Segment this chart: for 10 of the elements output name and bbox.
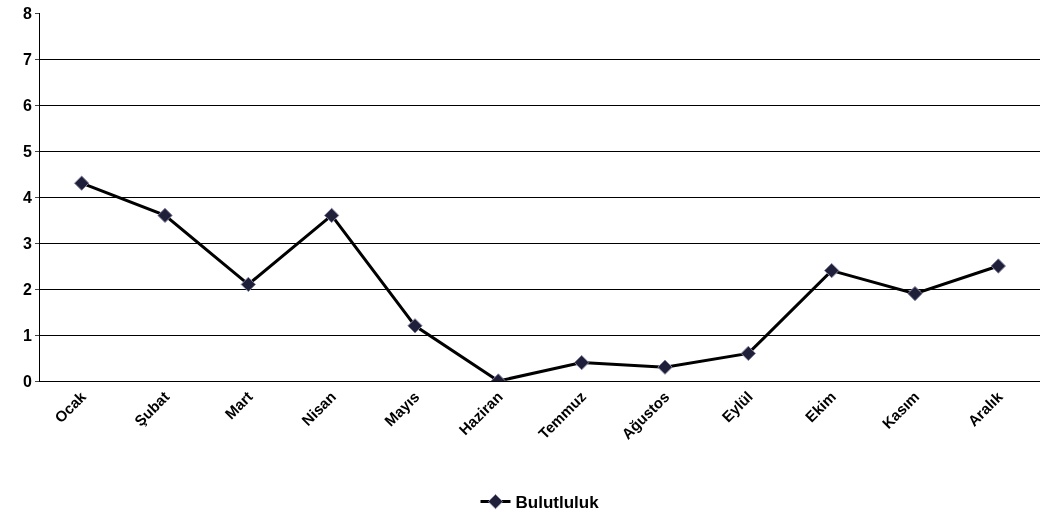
y-tick-label: 3 [22,234,32,252]
y-tick-label: 6 [22,96,32,114]
y-tick-label: 1 [22,326,32,344]
y-tick-label: 2 [22,280,32,298]
y-tick-label: 5 [22,142,32,160]
y-tick-label: 0 [22,372,32,390]
y-tick-label: 4 [22,188,32,206]
y-tick-label: 8 [22,4,32,22]
y-tick-label: 7 [22,50,32,68]
legend-label: Bulutluluk [515,493,600,513]
